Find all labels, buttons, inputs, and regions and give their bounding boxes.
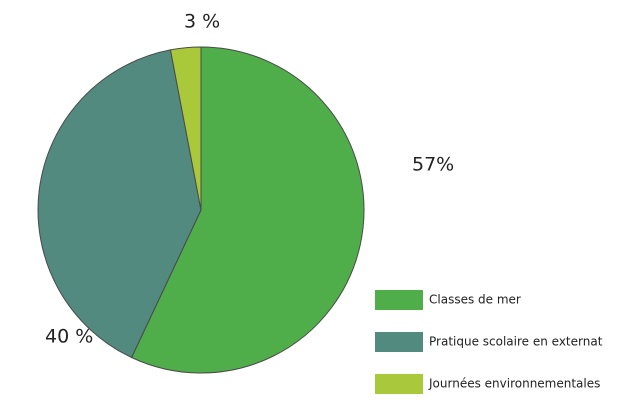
legend-label: Pratique scolaire en externat <box>429 335 603 349</box>
value-label: 57% <box>412 154 454 176</box>
legend-label: Journées environnementales <box>428 377 600 391</box>
pie-slice <box>169 46 202 211</box>
legend-swatch <box>375 332 423 352</box>
legend-label: Classes de mer <box>429 293 521 307</box>
value-label: 3 % <box>184 11 220 33</box>
value-label: 40 % <box>45 326 93 348</box>
legend-swatch <box>375 374 423 394</box>
legend-swatch <box>375 290 423 310</box>
pie-slice <box>37 49 202 359</box>
pie-slice <box>130 46 365 374</box>
